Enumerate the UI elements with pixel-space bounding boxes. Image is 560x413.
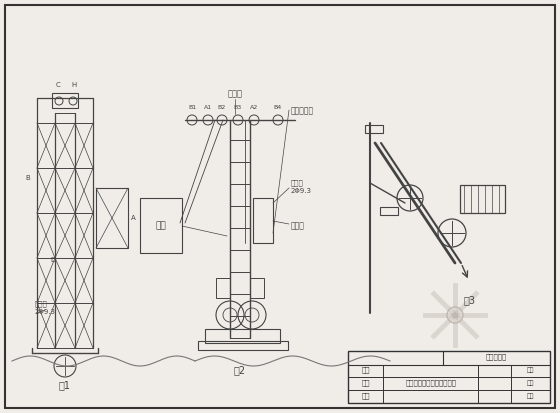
Text: B1: B1	[188, 105, 196, 110]
Bar	[96, 188, 128, 248]
Bar	[380, 207, 398, 215]
Bar	[460, 185, 505, 213]
Text: B3: B3	[234, 105, 242, 110]
Text: B2: B2	[218, 105, 226, 110]
Text: B4: B4	[274, 105, 282, 110]
Text: 提升钢丝绳: 提升钢丝绳	[291, 106, 314, 115]
Text: 图1: 图1	[59, 380, 71, 390]
Text: 可製: 可製	[526, 393, 534, 399]
Text: 缆风绳
2Φ9.3: 缆风绳 2Φ9.3	[35, 301, 56, 315]
Bar	[365, 125, 383, 133]
Text: A2: A2	[250, 105, 258, 110]
Text: 顶滑轮: 顶滑轮	[227, 89, 242, 98]
Bar	[205, 329, 280, 343]
Text: 对重架: 对重架	[291, 221, 305, 230]
Bar	[140, 198, 182, 253]
Text: 钢槽提升机安装施工示意图: 钢槽提升机安装施工示意图	[405, 380, 456, 386]
Bar	[250, 278, 264, 298]
Text: A1: A1	[204, 105, 212, 110]
Text: C: C	[55, 82, 60, 88]
Text: 审核: 审核	[362, 393, 370, 399]
Bar	[253, 198, 273, 243]
Text: D: D	[50, 257, 55, 263]
Text: 图3: 图3	[464, 295, 476, 305]
Bar	[216, 278, 230, 298]
Text: 设计: 设计	[362, 367, 370, 373]
Text: 图号: 图号	[526, 380, 534, 386]
Text: 编号: 编号	[526, 367, 534, 373]
Text: 制图: 制图	[362, 380, 370, 386]
Bar	[198, 341, 288, 350]
Text: H: H	[71, 82, 77, 88]
Text: B: B	[25, 175, 30, 181]
Bar	[52, 93, 78, 108]
Text: 图2: 图2	[234, 365, 246, 375]
Text: 吊栏: 吊栏	[156, 221, 166, 230]
Text: 观光零工程: 观光零工程	[486, 354, 507, 360]
Text: A: A	[131, 215, 136, 221]
Bar	[348, 351, 550, 403]
Text: 缆风绳
2Φ9.3: 缆风绳 2Φ9.3	[291, 179, 312, 194]
